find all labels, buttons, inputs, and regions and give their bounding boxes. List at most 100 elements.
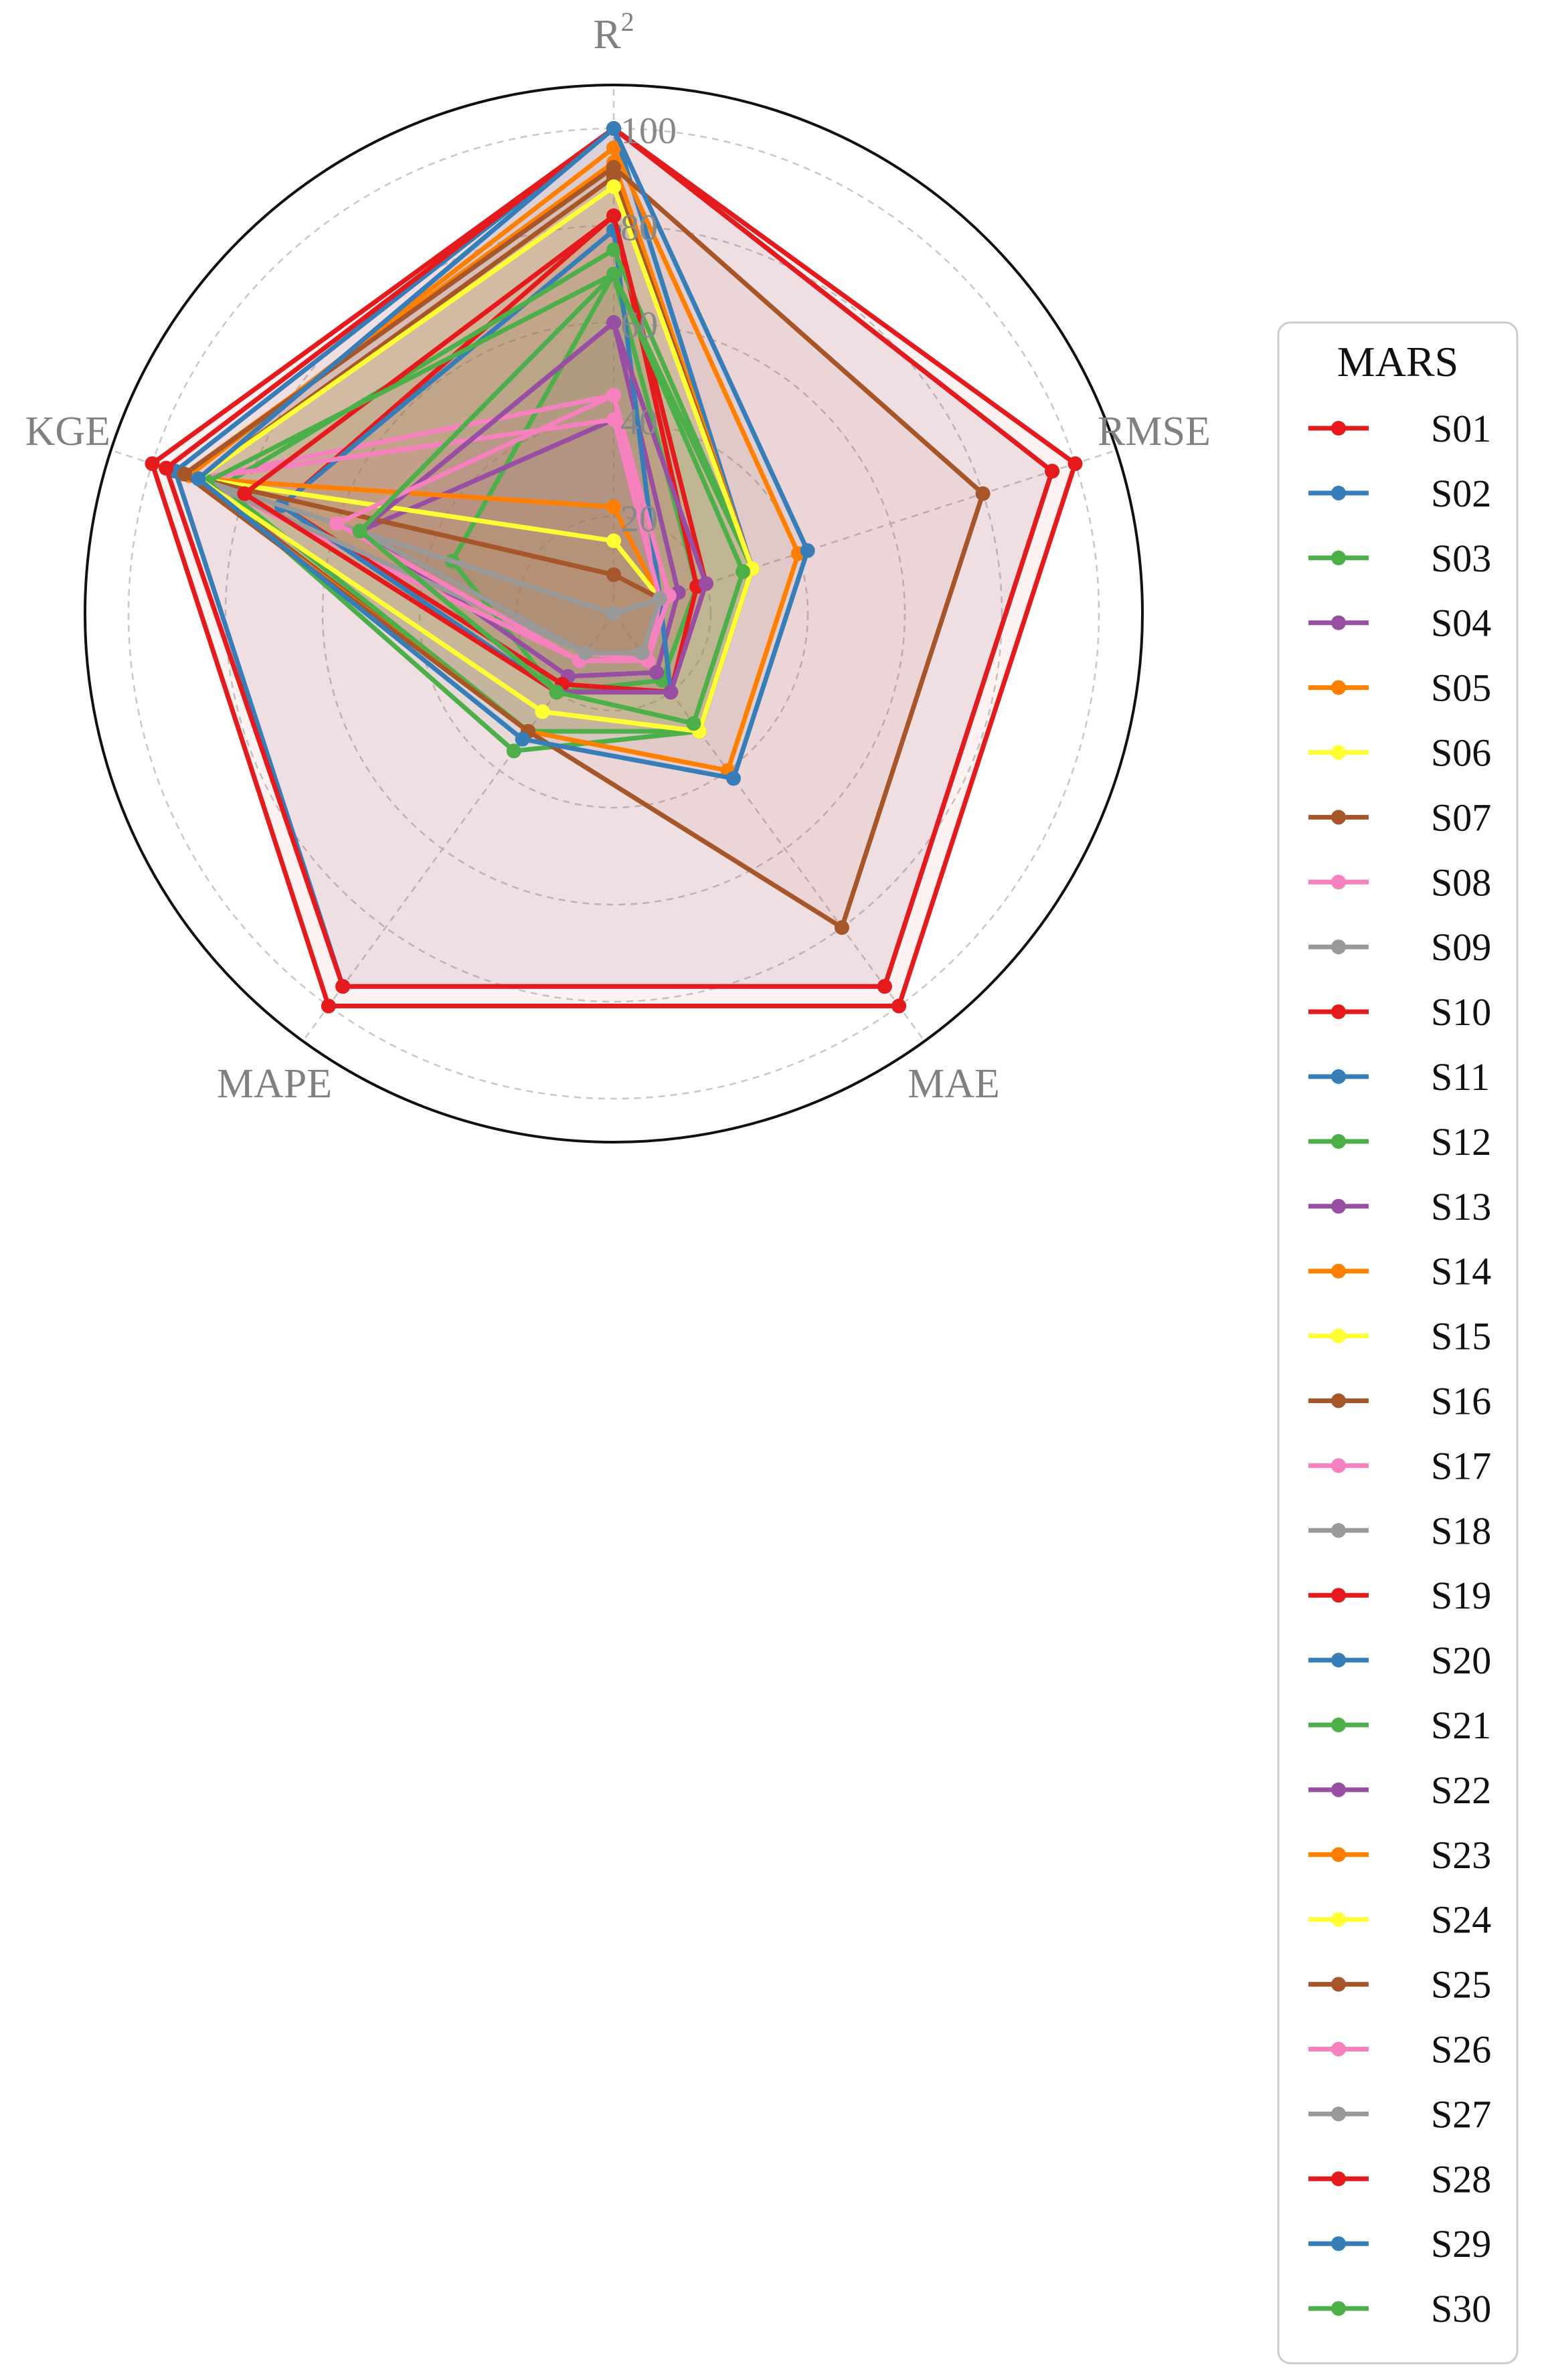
legend-item-S15: S15	[1308, 1315, 1491, 1358]
legend-item-S10: S10	[1308, 990, 1491, 1034]
radar-labels: 20 40 60 80 100 R2 RMSE MAE MAPE KGE	[25, 7, 1211, 1107]
legend-marker-S09	[1331, 939, 1346, 955]
legend-item-S25: S25	[1308, 1963, 1491, 2007]
series-line-S29	[195, 126, 810, 781]
axis-label-rmse: RMSE	[1098, 409, 1211, 454]
series-fill-S19	[244, 215, 706, 693]
series-point-S25-4	[177, 466, 192, 482]
series-point-S01-4	[145, 456, 160, 471]
series-point-S16-0	[606, 567, 621, 582]
legend-item-S11: S11	[1308, 1055, 1490, 1099]
legend-marker-S03	[1331, 550, 1346, 565]
axis-label-mae: MAE	[908, 1061, 1000, 1107]
series-fill-S16	[198, 478, 660, 653]
legend-item-S27: S27	[1308, 2092, 1491, 2136]
legend-label-S23: S23	[1431, 1833, 1491, 1877]
legend-marker-S21	[1331, 1718, 1346, 1732]
series-fill-S27	[359, 531, 660, 653]
legend-label-S17: S17	[1431, 1444, 1491, 1487]
legend-label-S28: S28	[1431, 2157, 1491, 2201]
series-fill-S05	[184, 162, 752, 732]
series-point-S01-2	[891, 998, 907, 1014]
legend-label-S21: S21	[1431, 1704, 1491, 1747]
legend-item-S07: S07	[1308, 796, 1491, 839]
series-line-S25	[182, 165, 986, 930]
legend-marker-S08	[1331, 875, 1346, 890]
legend-title: MARS	[1337, 338, 1458, 385]
series-point-S19-4	[237, 486, 252, 501]
legend-marker-S16	[1331, 1393, 1346, 1408]
legend-label-S11: S11	[1431, 1055, 1490, 1099]
legend-item-S03: S03	[1308, 537, 1491, 580]
legend-item-S09: S09	[1308, 925, 1491, 969]
legend-item-S28: S28	[1308, 2157, 1491, 2201]
legend-item-S13: S13	[1308, 1185, 1491, 1228]
grid-circle-80	[224, 224, 1003, 1003]
legend-label-S25: S25	[1431, 1963, 1491, 2007]
legend-marker-S11	[1331, 1069, 1346, 1084]
legend-label-S22: S22	[1431, 1768, 1491, 1812]
legend-item-S04: S04	[1308, 602, 1491, 645]
legend-item-S12: S12	[1308, 1120, 1491, 1164]
legend-marker-S13	[1331, 1198, 1346, 1214]
series-point-S29-2	[725, 771, 741, 786]
legend-label-S03: S03	[1431, 537, 1491, 580]
legend-marker-S28	[1331, 2171, 1346, 2187]
legend-item-S23: S23	[1308, 1833, 1491, 1877]
series-line-S24	[195, 184, 755, 734]
series-point-S30-4	[352, 523, 367, 539]
legend-marker-S30	[1331, 2301, 1346, 2316]
series-point-S30-3	[549, 684, 564, 700]
legend-item-S20: S20	[1308, 1639, 1491, 1682]
series-point-S25-0	[606, 160, 621, 175]
series-point-S28-2	[877, 979, 892, 994]
legend-label-S09: S09	[1431, 925, 1491, 969]
legend-item-S14: S14	[1308, 1250, 1491, 1293]
legend-item-S06: S06	[1308, 731, 1491, 775]
series-fill-S23	[189, 148, 798, 771]
legend-item-S19: S19	[1308, 1574, 1491, 1617]
legend-marker-S26	[1331, 2041, 1346, 2057]
grid-circle-60	[321, 321, 906, 906]
legend-item-S16: S16	[1308, 1380, 1491, 1423]
series-fill-S18	[198, 478, 660, 653]
legend-marker-S22	[1331, 1782, 1346, 1797]
legend-label-S05: S05	[1431, 666, 1491, 710]
legend-label-S27: S27	[1431, 2092, 1491, 2136]
legend-item-S26: S26	[1308, 2028, 1491, 2072]
axis-label-mape: MAPE	[217, 1061, 332, 1107]
series-point-S27-0	[606, 606, 621, 621]
axis-label-kge: KGE	[25, 409, 110, 454]
series-fill-S30	[359, 274, 744, 724]
legend-label-S10: S10	[1431, 990, 1491, 1034]
legend-label-S07: S07	[1431, 796, 1491, 839]
series-point-S27-3	[578, 645, 593, 660]
legend-label-S16: S16	[1431, 1380, 1491, 1423]
series-point-S25-1	[975, 486, 991, 501]
radial-tick-label: 40	[620, 401, 658, 443]
legend-marker-S14	[1331, 1263, 1346, 1279]
series-point-S28-3	[335, 979, 351, 994]
series-point-S01-1	[1067, 456, 1083, 471]
legend-marker-S04	[1331, 615, 1346, 630]
legend-label-S08: S08	[1431, 860, 1491, 904]
series-line-S01	[150, 126, 1078, 1008]
grid-circle-40	[418, 418, 809, 809]
radar-lines	[145, 121, 1083, 1014]
legend-marker-S05	[1331, 680, 1346, 695]
legend-marker-S23	[1331, 1847, 1346, 1862]
legend-marker-S27	[1331, 2106, 1346, 2122]
legend-label-S14: S14	[1431, 1250, 1491, 1293]
legend-label-S24: S24	[1431, 1898, 1491, 1942]
legend-marker-S24	[1331, 1912, 1346, 1927]
series-fill-S14	[198, 478, 660, 653]
series-line-S27	[357, 529, 663, 656]
legend-item-S22: S22	[1308, 1768, 1491, 1812]
series-point-S28-4	[159, 460, 174, 476]
grid-circle-100	[127, 127, 1100, 1100]
legend-label-S02: S02	[1431, 472, 1491, 515]
legend-item-S05: S05	[1308, 666, 1491, 710]
series-point-S29-0	[606, 121, 621, 136]
series-fill-S26	[337, 395, 669, 661]
legend-marker-S10	[1331, 1004, 1346, 1020]
